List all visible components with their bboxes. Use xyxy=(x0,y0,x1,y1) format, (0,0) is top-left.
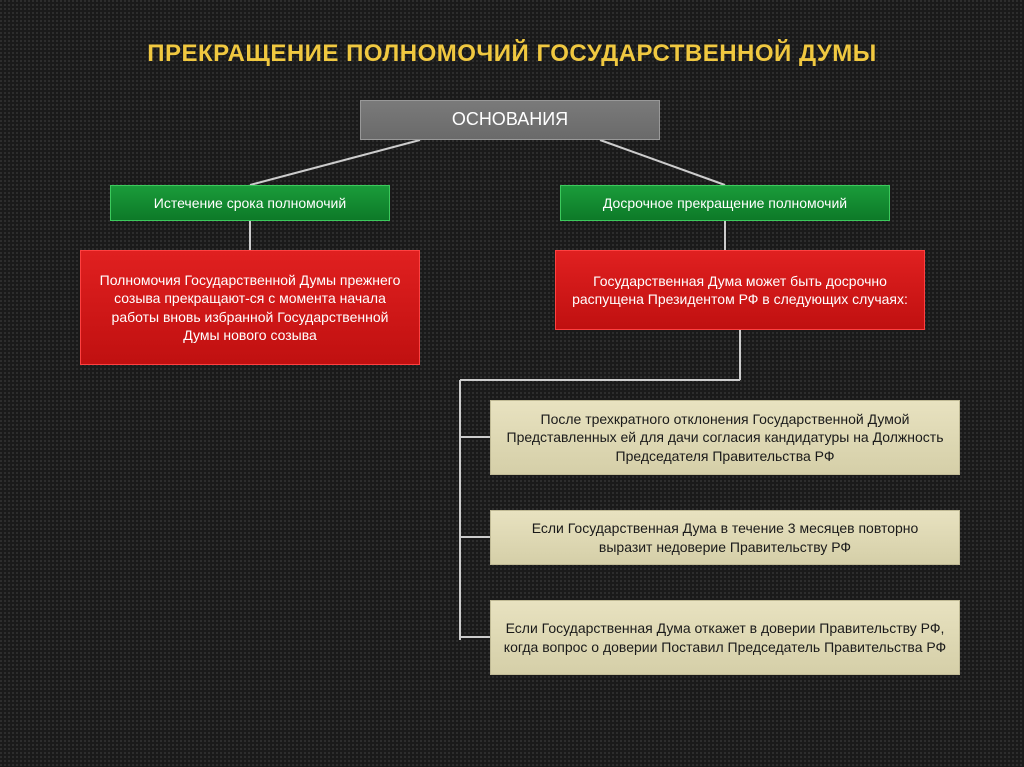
left-red-node: Полномочия Государственной Думы прежнего… xyxy=(80,250,420,365)
case-node-3: Если Государственная Дума откажет в дове… xyxy=(490,600,960,675)
case-node-1: После трехкратного отклонения Государств… xyxy=(490,400,960,475)
left-green-node: Истечение срока полномочий xyxy=(110,185,390,221)
case-node-2: Если Государственная Дума в течение 3 ме… xyxy=(490,510,960,565)
right-red-node: Государственная Дума может быть досрочно… xyxy=(555,250,925,330)
root-node: ОСНОВАНИЯ xyxy=(360,100,660,140)
right-green-node: Досрочное прекращение полномочий xyxy=(560,185,890,221)
slide-title: ПРЕКРАЩЕНИЕ ПОЛНОМОЧИЙ ГОСУДАРСТВЕННОЙ Д… xyxy=(0,0,1024,68)
